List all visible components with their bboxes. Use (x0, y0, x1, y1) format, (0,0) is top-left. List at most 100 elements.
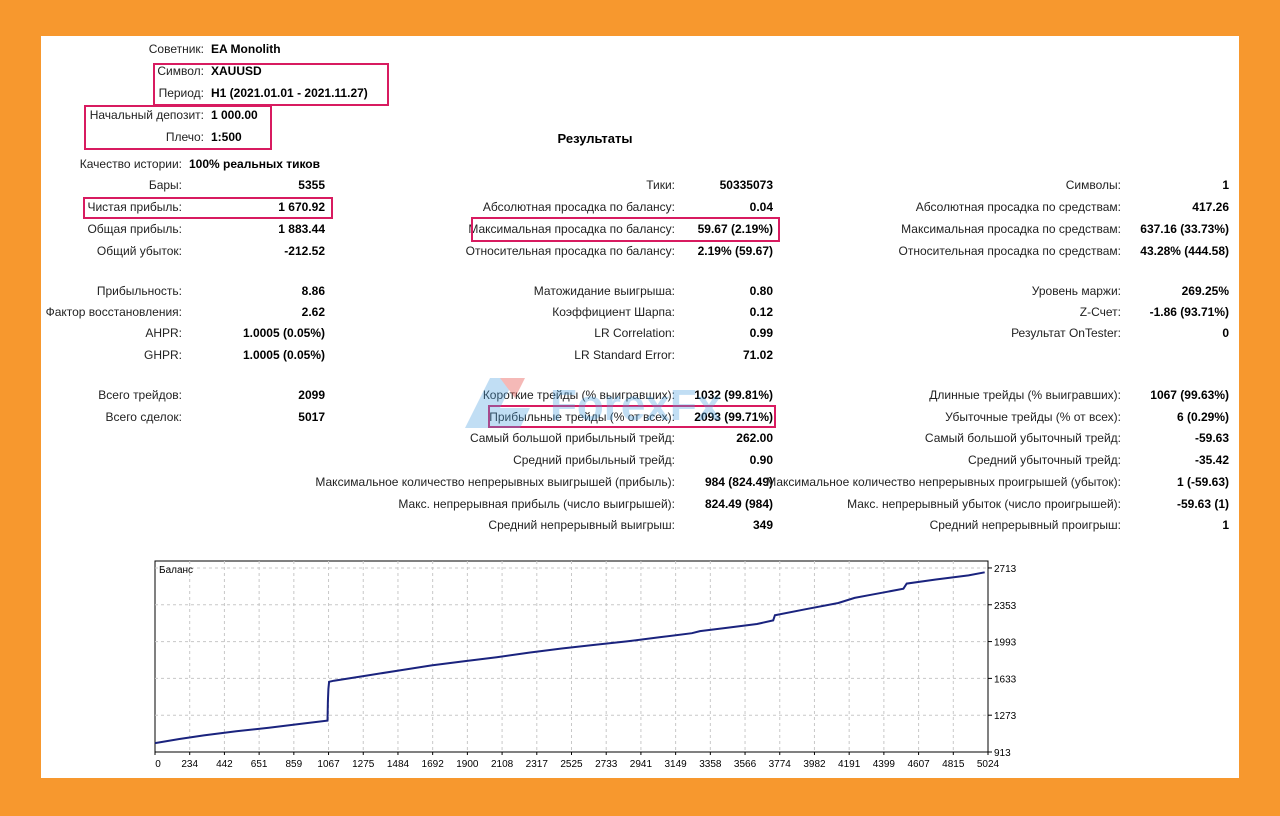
stat-value: 71.02 (742, 348, 773, 362)
x-tick-label: 4399 (873, 759, 896, 770)
x-tick-label: 4191 (838, 759, 861, 770)
balance-line (154, 571, 985, 745)
leverage-label: Плечо: (165, 130, 204, 144)
stat-value: 269.25% (1181, 284, 1229, 298)
x-tick-label: 3774 (769, 759, 792, 770)
x-tick-label: 2317 (526, 759, 549, 770)
stat-value: 0.99 (749, 326, 773, 340)
stat-value: 2.62 (301, 305, 325, 319)
stat-value: -59.63 (1) (1176, 497, 1229, 511)
stat-label: Максимальное количество непрерывных выиг… (315, 475, 675, 489)
stat-value: -1.86 (93.71%) (1149, 305, 1229, 319)
y-tick-label: 1273 (994, 711, 1017, 722)
x-tick-label: 4815 (942, 759, 965, 770)
col2-row: Короткие трейды (% выигравших): 1032 (99.… (0, 385, 1280, 405)
stat-value: 1 (1222, 178, 1229, 192)
stat-value: 5355 (298, 178, 325, 192)
stat-value: 2099 (298, 388, 325, 402)
col1-row: Бары: 5355 (0, 175, 1280, 195)
col3-row: Средний непрерывный проигрыш: 1 (0, 515, 1280, 535)
col3-row: Длинные трейды (% выигравших): 1067 (99.6… (0, 385, 1280, 405)
history-quality-value: 100% реальных тиков (189, 157, 321, 171)
stat-label: Средний непрерывный выигрыш: (488, 518, 675, 532)
x-tick-label: 1067 (317, 759, 340, 770)
stat-value: 0.80 (749, 284, 773, 298)
stat-label: Прибыльность: (96, 284, 182, 298)
x-tick-label: 1692 (422, 759, 445, 770)
col1-row: Фактор восстановления: 2.62 (0, 302, 1280, 322)
x-tick-label: 1275 (352, 759, 375, 770)
col2-row: Средний непрерывный выигрыш: 349 (0, 515, 1280, 535)
highlight-deposit-leverage (84, 105, 272, 150)
stat-label: Средний убыточный трейд: (968, 453, 1121, 467)
expert-value: EA Monolith (211, 42, 281, 56)
expert-label: Советник: (148, 42, 204, 56)
stat-value: 0.90 (749, 453, 773, 467)
stat-value: 1 670.92 (278, 200, 325, 214)
stat-value: -35.42 (1194, 453, 1229, 467)
col2-row: Коэффициент Шарпа: 0.12 (0, 302, 1280, 322)
col2-row: LR Standard Error: 71.02 (0, 345, 1280, 365)
stat-value: 1 883.44 (278, 222, 325, 236)
stat-value: 0.12 (749, 305, 773, 319)
x-tick-label: 3566 (734, 759, 757, 770)
col3-row: Максимальная просадка по средствам: 637.1… (0, 219, 1280, 239)
stat-value: 0 (1222, 326, 1229, 340)
stat-label: Абсолютная просадка по балансу: (482, 200, 675, 214)
col3-row: Макс. непрерывный убыток (число проигрыш… (0, 494, 1280, 514)
col3-row: Убыточные трейды (% от всех): 6 (0.29%) (0, 407, 1280, 427)
deposit-label: Начальный депозит: (89, 108, 204, 122)
col3-row: Результат OnTester: 0 (0, 323, 1280, 343)
x-tick-label: 4607 (907, 759, 930, 770)
highlight-max-drawdown (471, 217, 780, 242)
col1-row: Всего трейдов: 2099 (0, 385, 1280, 405)
stat-label: Абсолютная просадка по средствам: (915, 200, 1121, 214)
col3-row: Символы: 1 (0, 175, 1280, 195)
x-tick-label: 5024 (977, 759, 1000, 770)
col3-row: Относительная просадка по средствам: 43.2… (0, 241, 1280, 261)
x-tick-label: 651 (251, 759, 268, 770)
col2-row: Средний прибыльный трейд: 0.90 (0, 450, 1280, 470)
stat-value: 8.86 (301, 284, 325, 298)
highlight-net-profit (83, 197, 333, 219)
col1-row: Общий убыток: -212.52 (0, 241, 1280, 261)
x-tick-label: 3982 (803, 759, 826, 770)
stat-label: Матожидание выигрыша: (533, 284, 675, 298)
stat-label: Убыточные трейды (% от всех): (945, 410, 1121, 424)
stat-value: 417.26 (1192, 200, 1229, 214)
stat-value: 6 (0.29%) (1176, 410, 1229, 424)
x-tick-label: 2941 (630, 759, 653, 770)
stat-value: 349 (752, 518, 773, 532)
stat-value: 262.00 (736, 431, 773, 445)
stat-value: 43.28% (444.58) (1140, 244, 1229, 258)
stat-label: Относительная просадка по балансу: (465, 244, 675, 258)
stat-label: Чистая прибыль: (87, 200, 182, 214)
leverage-value: 1:500 (211, 130, 242, 144)
col3-row: Максимальное количество непрерывных прои… (0, 472, 1280, 492)
stat-label: Максимальная просадка по балансу: (468, 222, 675, 236)
period-value: H1 (2021.01.01 - 2021.11.27) (211, 86, 368, 100)
history-quality-label: Качество истории: (79, 157, 182, 171)
col2-row: Тики: 50335073 (0, 175, 1280, 195)
y-tick-label: 2713 (994, 564, 1017, 575)
stat-value: 1 (-59.63) (1176, 475, 1229, 489)
stat-label: Длинные трейды (% выигравших): (929, 388, 1121, 402)
y-tick-label: 913 (994, 748, 1011, 759)
x-tick-label: 2733 (595, 759, 618, 770)
logo-mark-icon (465, 378, 530, 428)
stat-value: 50335073 (719, 178, 773, 192)
stat-value: -212.52 (284, 244, 325, 258)
y-tick-label: 1993 (994, 638, 1017, 649)
col2-row: Матожидание выигрыша: 0.80 (0, 281, 1280, 301)
col2-row: Абсолютная просадка по балансу: 0.04 (0, 197, 1280, 217)
stat-value: -59.63 (1194, 431, 1229, 445)
x-tick-label: 3149 (665, 759, 688, 770)
x-tick-label: 1900 (456, 759, 479, 770)
stat-label: Общая прибыль: (87, 222, 182, 236)
stat-label: Средний непрерывный проигрыш: (929, 518, 1121, 532)
stat-label: Коэффициент Шарпа: (552, 305, 675, 319)
stat-value: 1032 (99.81%) (694, 388, 773, 402)
col1-row: Чистая прибыль: 1 670.92 (0, 197, 1280, 217)
y-tick-label: 1633 (994, 674, 1017, 685)
stat-label: Максимальная просадка по средствам: (901, 222, 1121, 236)
